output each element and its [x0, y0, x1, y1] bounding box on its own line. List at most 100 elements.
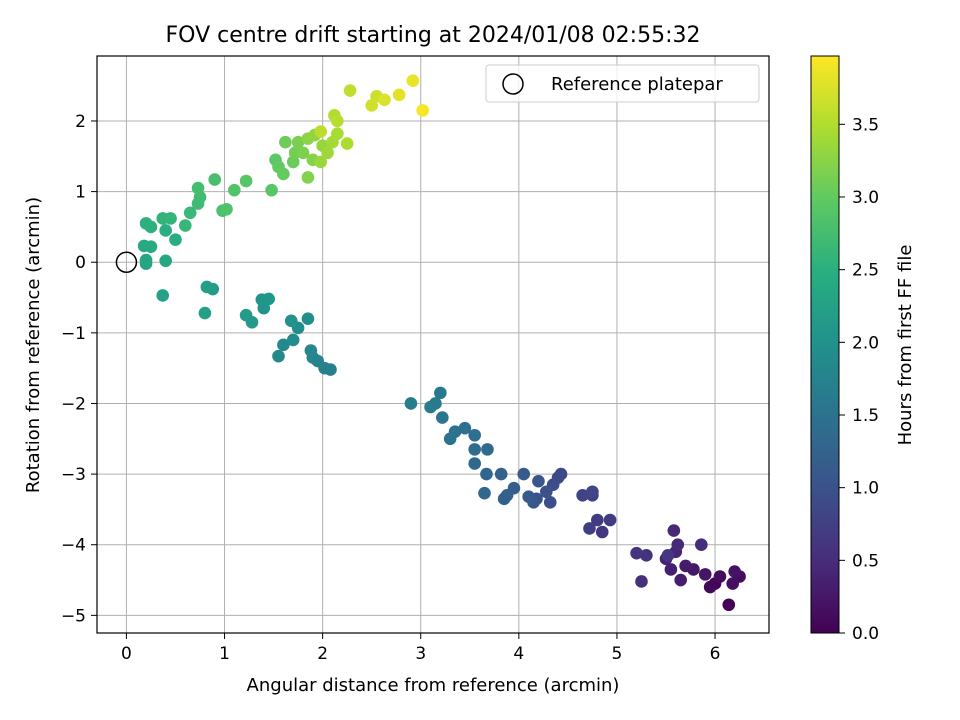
colorbar-tick-label-0: 0.0 — [852, 624, 879, 644]
colorbar-tick-label-2: 1.0 — [852, 479, 879, 499]
data-point-119 — [343, 84, 357, 97]
data-point-88 — [183, 206, 197, 220]
data-point-55 — [404, 397, 418, 410]
data-point-24 — [583, 522, 596, 535]
chart-title: FOV centre drift starting at 2024/01/08 … — [166, 23, 701, 48]
data-point-11 — [664, 563, 678, 576]
data-point-23 — [603, 513, 617, 527]
data-point-87 — [178, 219, 192, 232]
y-tick-label-7: 2 — [75, 112, 86, 132]
data-point-102 — [279, 135, 292, 149]
x-tick-label-1: 1 — [219, 644, 230, 664]
y-tick-label-4: −1 — [61, 324, 86, 344]
colorbar: 0.0 0.5 1.0 1.5 2.0 2.5 3.0 3.5 Hours from firs… — [810, 55, 916, 644]
data-point-26 — [576, 488, 589, 502]
data-point-15 — [671, 538, 685, 552]
data-point-0 — [722, 598, 736, 612]
colorbar-tick-label-1: 0.5 — [852, 551, 879, 571]
data-point-104 — [291, 135, 305, 149]
data-point-86 — [164, 212, 177, 225]
data-point-37 — [517, 467, 531, 481]
data-point-34 — [532, 474, 545, 488]
data-point-96 — [239, 174, 253, 188]
colorbar-tick-label-5: 2.5 — [852, 261, 879, 281]
data-point-54 — [424, 400, 437, 414]
data-point-73 — [200, 280, 214, 294]
data-point-60 — [304, 344, 318, 357]
legend-entry-reference-platepar: Reference platepar — [551, 74, 723, 95]
data-point-111 — [314, 155, 327, 169]
plot-area-frame — [96, 55, 770, 634]
data-point-40 — [497, 492, 511, 506]
data-point-118 — [314, 125, 327, 138]
data-point-121 — [365, 99, 378, 112]
reference-platepar-marker — [115, 251, 138, 273]
data-point-95 — [228, 183, 241, 197]
data-point-52 — [434, 386, 447, 400]
y-tick-label-2: −3 — [61, 465, 86, 485]
data-point-6 — [728, 565, 741, 578]
data-point-44 — [468, 457, 481, 470]
colorbar-tick-label-6: 3.0 — [852, 188, 879, 208]
data-point-51 — [436, 411, 449, 424]
x-tick-label-5: 5 — [612, 644, 623, 664]
data-point-117 — [331, 114, 344, 128]
data-point-105 — [296, 146, 310, 160]
data-point-27 — [586, 485, 599, 499]
legend: Reference platepar — [485, 64, 760, 103]
data-point-92 — [208, 173, 222, 186]
data-point-63 — [286, 333, 300, 347]
data-point-81 — [169, 233, 182, 246]
y-tick-label-1: −4 — [61, 536, 86, 556]
data-point-32 — [540, 485, 553, 499]
x-axis-ticks: 0 1 2 3 4 5 6 — [121, 633, 720, 664]
data-point-20 — [661, 549, 675, 562]
data-point-69 — [262, 292, 275, 306]
data-point-17 — [635, 575, 648, 588]
colorbar-tick-label-7: 3.5 — [852, 115, 879, 135]
data-point-45 — [481, 443, 494, 456]
data-point-19 — [630, 546, 643, 560]
data-point-46 — [468, 443, 481, 456]
data-point-41 — [494, 467, 508, 481]
y-axis-ticks: −5 −4 −3 −2 −1 0 1 2 — [61, 112, 97, 626]
x-tick-label-6: 6 — [710, 644, 721, 664]
data-point-14 — [667, 524, 681, 537]
data-point-10 — [674, 573, 688, 587]
data-point-115 — [340, 137, 354, 150]
x-tick-label-0: 0 — [121, 644, 132, 664]
data-point-7 — [698, 568, 712, 581]
data-point-82 — [159, 224, 172, 237]
data-point-42 — [480, 467, 493, 481]
data-point-94 — [220, 202, 233, 216]
data-point-22 — [591, 513, 604, 527]
data-point-50 — [443, 432, 457, 446]
colorbar-gradient — [810, 55, 840, 634]
data-point-62 — [272, 349, 285, 363]
data-point-125 — [416, 104, 429, 117]
legend-box — [485, 64, 760, 103]
x-tick-label-4: 4 — [513, 644, 524, 664]
data-point-21 — [595, 525, 609, 539]
data-point-48 — [458, 421, 472, 435]
x-tick-label-2: 2 — [317, 644, 328, 664]
data-point-3 — [713, 570, 727, 583]
y-tick-label-5: 0 — [75, 253, 86, 273]
data-point-31 — [543, 496, 557, 509]
data-point-100 — [277, 167, 290, 181]
data-point-18 — [640, 549, 653, 562]
data-point-114 — [331, 127, 344, 140]
x-tick-label-3: 3 — [415, 644, 426, 664]
colorbar-tick-label-3: 1.5 — [852, 406, 879, 426]
data-point-91 — [191, 181, 205, 195]
data-point-71 — [239, 308, 253, 322]
data-point-106 — [301, 171, 315, 184]
data-point-36 — [522, 490, 535, 503]
data-point-65 — [301, 312, 315, 326]
data-point-5 — [726, 577, 740, 590]
data-point-80 — [137, 239, 151, 253]
data-point-2 — [703, 580, 717, 594]
data-point-75 — [156, 289, 170, 302]
y-axis-label: Rotation from reference (arcmin) — [23, 197, 44, 493]
